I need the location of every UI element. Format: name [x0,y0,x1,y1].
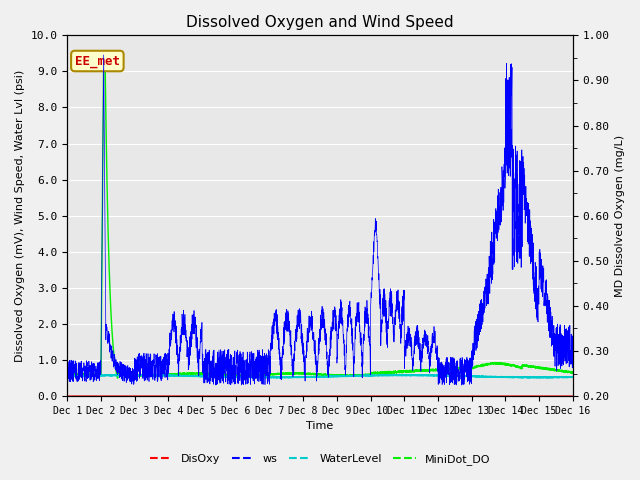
DisOxy [279,393,287,399]
ws [100,52,108,58]
WaterLevel [63,373,71,379]
WaterLevel [280,374,287,380]
ws [257,353,265,359]
ws [569,354,577,360]
DisOxy [121,393,129,399]
Line: MiniDot_DO: MiniDot_DO [67,53,573,378]
DisOxy [257,393,265,399]
WaterLevel [267,375,275,381]
WaterLevel [559,374,567,380]
WaterLevel [151,372,159,378]
DisOxy [569,393,577,399]
ws [279,352,287,358]
MiniDot_DO [505,361,513,367]
ws [121,362,129,368]
Legend: DisOxy, ws, WaterLevel, MiniDot_DO: DisOxy, ws, WaterLevel, MiniDot_DO [145,450,495,469]
WaterLevel [257,374,265,380]
Text: EE_met: EE_met [75,55,120,68]
Y-axis label: Dissolved Oxygen (mV), Wind Speed, Water Lvl (psi): Dissolved Oxygen (mV), Wind Speed, Water… [15,70,25,362]
X-axis label: Time: Time [307,421,333,432]
MiniDot_DO [122,372,129,378]
WaterLevel [129,372,136,378]
MiniDot_DO [100,50,108,56]
MiniDot_DO [257,372,265,377]
WaterLevel [121,372,129,378]
MiniDot_DO [152,372,159,378]
DisOxy [151,393,159,399]
ws [559,346,567,352]
ws [505,173,513,179]
WaterLevel [505,374,513,380]
ws [151,372,159,377]
MiniDot_DO [280,371,287,377]
ws [458,382,465,388]
Line: ws: ws [67,55,573,385]
MiniDot_DO [569,370,577,375]
MiniDot_DO [63,372,71,378]
ws [63,363,71,369]
Y-axis label: MD Dissolved Oxygen (mg/L): MD Dissolved Oxygen (mg/L) [615,135,625,297]
WaterLevel [569,374,577,380]
MiniDot_DO [559,369,567,375]
MiniDot_DO [114,375,122,381]
DisOxy [63,393,71,399]
Line: WaterLevel: WaterLevel [67,375,573,378]
DisOxy [504,393,512,399]
Title: Dissolved Oxygen and Wind Speed: Dissolved Oxygen and Wind Speed [186,15,454,30]
DisOxy [559,393,566,399]
